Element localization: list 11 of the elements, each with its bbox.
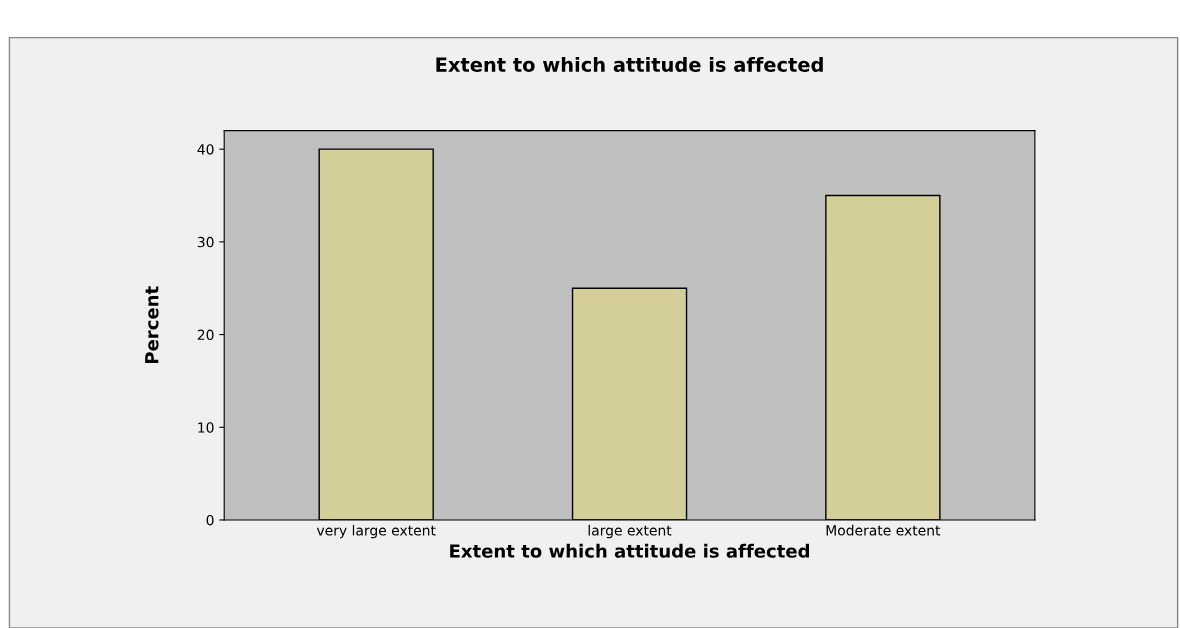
y-tick-label: 30	[197, 236, 214, 248]
x-tick-label: large extent	[588, 524, 672, 539]
y-axis-title: Percent	[145, 286, 159, 364]
x-axis-title: Extent to which attitude is affected	[450, 543, 809, 558]
y-tick-label: 10	[198, 422, 214, 433]
y-tick-label: 20	[197, 329, 214, 341]
y-tick-label: 0	[206, 514, 214, 526]
y-tick-label: 40	[197, 144, 214, 155]
x-tick-label: Moderate extent	[826, 524, 941, 536]
x-tick-label: very large extent	[316, 524, 436, 539]
chart-title: Extent to which attitude is affected	[436, 56, 823, 72]
